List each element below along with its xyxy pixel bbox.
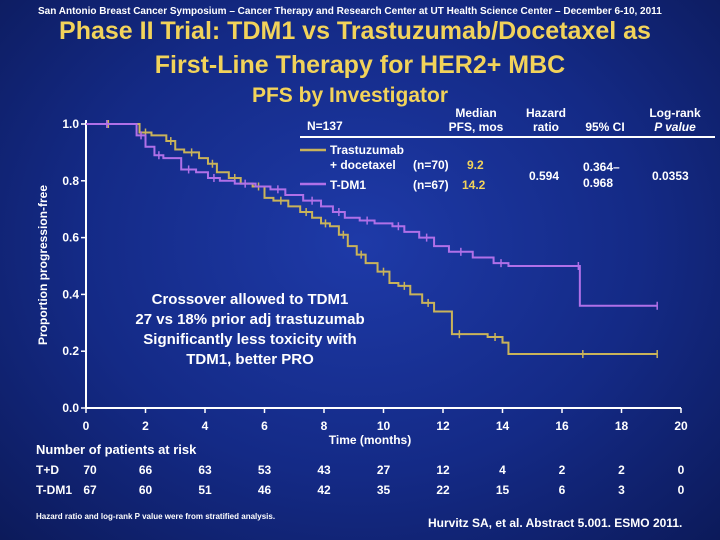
legend-arm2: T-DM1 [330, 178, 366, 192]
y-tick-label: 0.6 [62, 231, 79, 245]
x-tick-label: 20 [674, 419, 688, 433]
x-tick-label: 12 [436, 419, 450, 433]
x-tick-label: 18 [615, 419, 629, 433]
title-line-2: First-Line Therapy for HER2+ MBC [154, 51, 566, 79]
legend-arm1-line2: + docetaxel [330, 158, 396, 172]
risk-count: 63 [198, 463, 212, 477]
risk-row-label: T-DM1 [36, 483, 72, 497]
y-tick-label: 0.0 [62, 401, 79, 415]
header-logrank: Log-rank P value [649, 106, 701, 134]
risk-count: 35 [376, 483, 391, 497]
x-tick-label: 4 [202, 419, 209, 433]
risk-count: 15 [495, 483, 510, 497]
risk-count: 4 [499, 463, 506, 477]
chart-title: PFS by Investigator [251, 84, 449, 107]
header-hazard: Hazard ratio [525, 106, 566, 134]
arm1-median: 9.2 [467, 158, 484, 172]
x-tick-label: 6 [261, 419, 268, 433]
risk-count: 22 [436, 483, 450, 497]
arm2-n: (n=67) [413, 178, 449, 192]
risk-row-label: T+D [36, 463, 60, 477]
risk-count: 2 [618, 463, 625, 477]
x-tick-label: 8 [321, 419, 328, 433]
arm1-n: (n=70) [413, 158, 449, 172]
n-label: N=137 [307, 119, 343, 133]
risk-count: 67 [83, 483, 97, 497]
conference-banner: San Antonio Breast Cancer Symposium – Ca… [38, 6, 662, 17]
x-tick-label: 14 [496, 419, 510, 433]
y-tick-label: 0.2 [62, 344, 79, 358]
header-ci: 95% CI [585, 120, 625, 134]
footnote: Hazard ratio and log-rank P value were f… [36, 512, 276, 521]
y-tick-label: 1.0 [62, 117, 79, 131]
risk-count: 60 [138, 483, 153, 497]
ci-line2: 0.968 [583, 176, 614, 190]
arm2-median: 14.2 [462, 178, 486, 192]
header-median: Median PFS, mos [448, 106, 504, 134]
series-trastuzumab-docetaxel [86, 123, 658, 356]
legend-lines [300, 148, 326, 186]
hazard-ratio: 0.594 [529, 169, 560, 183]
title-line-1: Phase II Trial: TDM1 vs Trastuzumab/Doce… [59, 17, 651, 45]
risk-count: 53 [257, 463, 272, 477]
y-tick-label: 0.4 [62, 287, 79, 301]
risk-count: 6 [558, 483, 566, 497]
citation: Hurvitz SA, et al. Abstract 5.001. ESMO … [428, 516, 683, 530]
risk-count: 12 [436, 463, 450, 477]
axes: 0 2 4 6 8 10 12 14 16 18 20 0.0 0.2 0.4 0.6 0.8 1.0 [62, 117, 688, 433]
ci-line1: 0.364– [583, 160, 620, 174]
legend-arm1-line1: Trastuzumab [330, 143, 405, 157]
risk-count: 3 [618, 483, 625, 497]
risk-count: 27 [376, 463, 391, 477]
table-rule [300, 136, 715, 138]
risk-count: 66 [138, 463, 153, 477]
risk-table-title: Number of patients at risk [36, 442, 197, 457]
x-tick-label: 16 [555, 419, 569, 433]
risk-count: 43 [317, 463, 331, 477]
y-tick-label: 0.8 [62, 174, 79, 188]
risk-count: 42 [317, 483, 331, 497]
y-axis-label: Proportion progression-free [36, 185, 50, 345]
x-tick-label: 10 [377, 419, 391, 433]
x-tick-label: 0 [83, 419, 90, 433]
risk-count: 2 [558, 463, 566, 477]
risk-count: 70 [83, 463, 97, 477]
curves [86, 120, 658, 359]
risk-count: 0 [677, 463, 685, 477]
risk-count: 51 [198, 483, 212, 497]
x-axis-label: Time (months) [329, 433, 411, 447]
risk-count: 0 [677, 483, 685, 497]
crossover-note: Crossover allowed to TDM1 27 vs 18% prio… [135, 291, 365, 368]
risk-count: 46 [257, 483, 272, 497]
p-value: 0.0353 [652, 169, 689, 183]
x-tick-label: 2 [142, 419, 149, 433]
